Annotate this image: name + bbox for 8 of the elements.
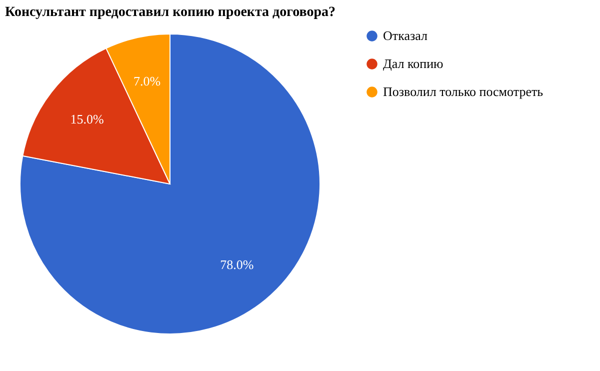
pie-slice [20,34,320,334]
legend-label: Позволил только посмотреть [383,84,544,99]
data-label: 15.0% [70,112,104,127]
chart-title: Консультант предоставил копию проекта договора? [5,5,336,20]
data-label: 7.0% [134,74,161,89]
legend-label: Дал копию [383,56,444,71]
data-label: 78.0% [220,256,254,272]
legend-label: Отказал [383,28,428,43]
